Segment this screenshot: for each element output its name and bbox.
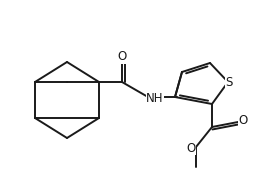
Text: O: O (117, 50, 126, 64)
Text: S: S (225, 76, 233, 88)
Text: NH: NH (146, 93, 164, 105)
Text: O: O (186, 141, 196, 155)
Text: O: O (238, 115, 248, 127)
